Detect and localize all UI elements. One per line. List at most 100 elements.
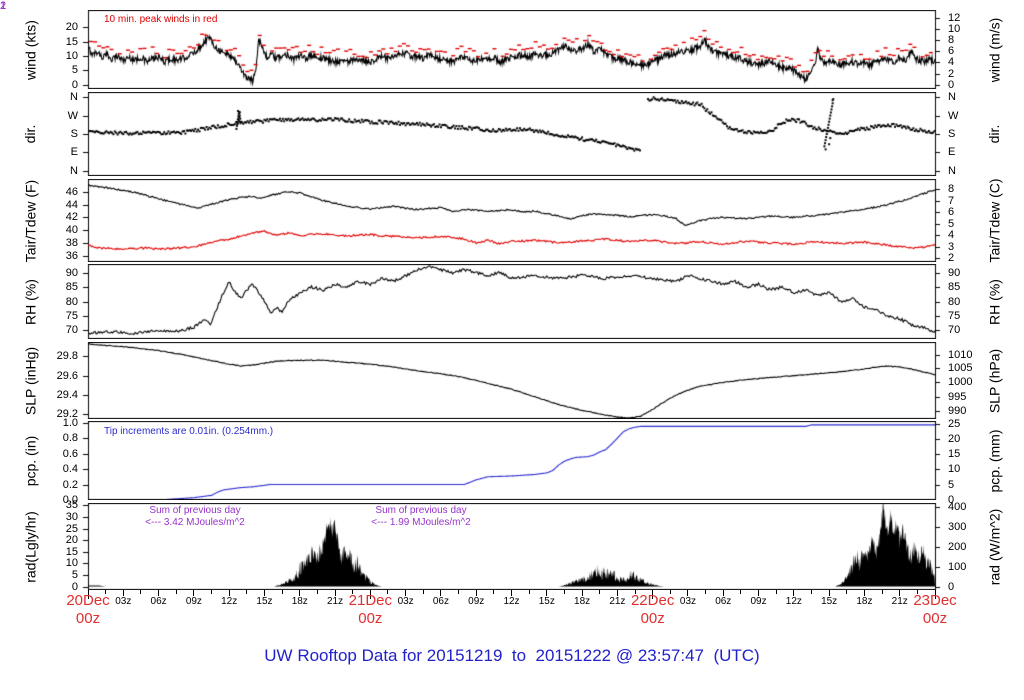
x-hour-label: 09z: [185, 596, 202, 607]
x-axis-tick: [263, 590, 265, 596]
x-hour-label: 09z: [468, 596, 485, 607]
x-axis-tick: [899, 590, 901, 596]
rad-peak-marker: 1: [0, 0, 7, 12]
rad-sum-2-line1: Sum of previous day: [375, 505, 467, 516]
rh-right-tick-80: 80: [948, 295, 961, 308]
x-axis-tick: [687, 590, 689, 596]
x-axis-tick: [810, 590, 812, 594]
rad-sum-2-line2: <--- 1.99 MJoules/m^2: [371, 517, 471, 528]
pcp-right-tick-10: 10: [948, 463, 961, 476]
rh-left-tick-80: 80: [65, 295, 78, 308]
wind-right-tick-2: 2: [948, 67, 955, 80]
wind-left-tick-10: 10: [65, 49, 78, 62]
x-hour-label: 09z: [750, 596, 767, 607]
x-hour-label: 03z: [115, 596, 132, 607]
wind-left-tick-15: 15: [65, 35, 78, 48]
x-axis-tick: [652, 590, 654, 599]
rad-right-tick-400: 400: [948, 500, 967, 513]
x-hour-label: 15z: [256, 596, 273, 607]
x-hour-label: 21z: [609, 596, 626, 607]
slp-left-tick-29.8: 29.8: [56, 350, 78, 363]
wind-right-tick-0: 0: [948, 78, 955, 91]
humidity-plot-canvas: [80, 264, 944, 339]
x-hour-label: 06z: [150, 596, 167, 607]
x-axis-tick: [881, 590, 883, 594]
wind-right-tick-8: 8: [948, 34, 955, 47]
x-axis-tick: [934, 590, 936, 599]
dir-right-tick-N: N: [948, 164, 956, 177]
wind-plot-canvas: [80, 10, 944, 89]
x-hour-label: 18z: [291, 596, 308, 607]
pcp-left-tick-0.2: 0.2: [62, 478, 78, 491]
x-axis-tick: [775, 590, 777, 594]
rad-left-tick-15: 15: [65, 545, 78, 558]
pcp-right-tick-15: 15: [948, 448, 961, 461]
rad-sum-previous-day-1: Sum of previous day <--- 3.42 MJoules/m^…: [105, 505, 285, 529]
x-hour-label: 15z: [821, 596, 838, 607]
x-axis-tick: [511, 590, 512, 596]
x-day-sublabel: 00z: [75, 610, 101, 627]
rad-left-tick-30: 30: [65, 510, 78, 523]
radiation-plot-canvas: [80, 503, 944, 590]
rh-right-tick-85: 85: [948, 281, 961, 294]
rad-left-tick-10: 10: [65, 557, 78, 570]
slp-left-tick-29.4: 29.4: [56, 388, 78, 401]
pcp-right-tick-25: 25: [948, 417, 961, 430]
dir-left-tick-S: S: [70, 128, 78, 140]
x-hour-label: 03z: [397, 596, 414, 607]
chart-title: UW Rooftop Data for 20151219 to 20151222…: [264, 646, 760, 665]
tip-increments-note: Tip increments are 0.01in. (0.254mm.): [104, 426, 274, 437]
rad-right-tick-200: 200: [948, 540, 967, 553]
x-axis-tick: [334, 590, 336, 596]
x-axis-tick: [122, 590, 124, 596]
rh-right-tick-75: 75: [948, 309, 961, 322]
wind-left-tick-20: 20: [65, 21, 78, 34]
x-hour-label: 21z: [891, 596, 908, 607]
x-axis-tick: [440, 590, 442, 596]
wind-peaks-note: 10 min. peak winds in red: [104, 14, 218, 25]
temperature-plot-canvas: [80, 179, 944, 262]
temp-right-tick-3: 3: [948, 240, 955, 253]
x-axis-tick: [475, 590, 477, 596]
x-axis-tick: [87, 590, 89, 599]
precip-plot-canvas: [80, 421, 944, 500]
x-axis-tick: [546, 590, 548, 596]
x-hour-label: 12z: [785, 596, 802, 607]
rh-left-tick-90: 90: [65, 266, 78, 279]
x-axis-tick: [387, 590, 389, 594]
x-axis-tick: [422, 590, 424, 594]
rad-sum-1-line2: <--- 3.42 MJoules/m^2: [145, 517, 245, 528]
pcp-left-tick-0.8: 0.8: [62, 432, 78, 445]
slp-right-tick-1005: 1005: [948, 361, 973, 374]
pcp-right-tick-5: 5: [948, 478, 955, 491]
rad-left-tick-0: 0: [71, 580, 78, 593]
temp-right-tick-8: 8: [948, 183, 955, 196]
temp-right-tick-7: 7: [948, 194, 955, 207]
x-hour-label: 18z: [856, 596, 873, 607]
rh-left-tick-75: 75: [65, 309, 78, 322]
rad-left-tick-20: 20: [65, 534, 78, 547]
rad-left-tick-25: 25: [65, 522, 78, 535]
x-axis-tick: [281, 590, 283, 594]
x-axis-tick: [299, 590, 301, 596]
x-hour-label: 06z: [432, 596, 449, 607]
x-axis-tick: [246, 590, 248, 594]
x-axis-tick: [211, 590, 213, 594]
x-day-label: 22Dec: [630, 592, 675, 609]
x-axis-tick: [563, 590, 565, 594]
x-axis-tick: [846, 590, 848, 594]
rad-right-tick-300: 300: [948, 520, 967, 533]
x-day-label: 20Dec: [66, 592, 110, 609]
x-axis-tick: [175, 590, 177, 594]
x-axis-tick: [193, 590, 195, 596]
dir-right-tick-W: W: [948, 109, 959, 122]
wind-right-tick-4: 4: [948, 56, 955, 69]
x-day-sublabel: 00z: [640, 610, 665, 627]
x-hour-label: 15z: [538, 596, 555, 607]
x-day-label: 23Dec: [913, 592, 957, 609]
temp-left-tick-46: 46: [65, 185, 78, 198]
temp-left-tick-36: 36: [65, 249, 78, 262]
x-hour-label: 18z: [574, 596, 591, 607]
rad-right-tick-0: 0: [948, 580, 955, 593]
x-axis-tick: [916, 590, 918, 594]
